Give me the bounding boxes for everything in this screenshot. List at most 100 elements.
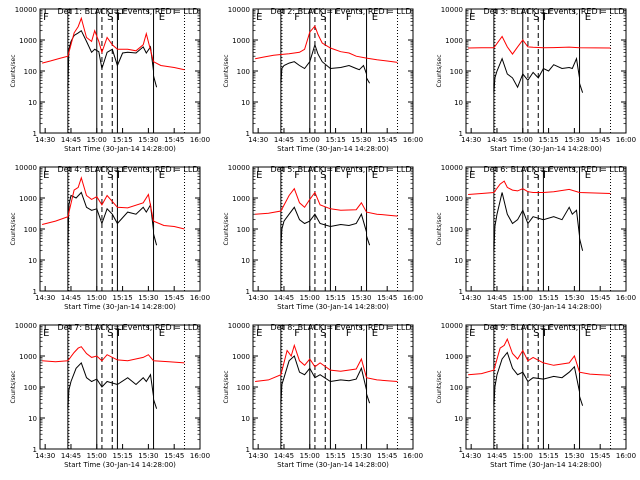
x-tick-label: 15:15	[112, 452, 132, 460]
series-line-events	[493, 192, 584, 251]
region-label: E	[372, 170, 378, 181]
y-tick-label: 10000	[441, 322, 463, 330]
detector-panel-2: E F S F E 1 10 100 1000 10000 14:30 14:45 15:00 15:15…	[223, 6, 423, 153]
x-tick-label: 14:30	[248, 294, 268, 302]
region-label: E	[159, 328, 165, 339]
plot-frame	[252, 8, 414, 134]
x-tick-label: 14:30	[248, 452, 268, 460]
y-tick-label: 10000	[228, 322, 250, 330]
x-tick-label: 16:00	[616, 294, 636, 302]
y-axis-label: Counts/sec	[436, 54, 443, 87]
x-tick-label: 14:30	[35, 452, 55, 460]
region-label: F	[346, 170, 352, 181]
region-label: S	[320, 12, 326, 23]
y-axis-label: Counts/sec	[436, 370, 443, 403]
x-tick-label: 15:30	[138, 136, 158, 144]
y-tick-label: 100	[450, 68, 463, 76]
y-tick-label: 1000	[232, 37, 250, 45]
region-label: E	[469, 328, 475, 339]
region-label: T	[114, 170, 122, 181]
region-label: F	[346, 328, 352, 339]
x-tick-label: 15:30	[564, 452, 584, 460]
y-tick-label: 10	[28, 415, 37, 423]
x-tick-label: 16:00	[616, 452, 636, 460]
x-tick-label: 15:00	[300, 136, 320, 144]
detector-panel-4: E S T E 1 10 100 1000 10000 14:30 14:45 15:00 15:15 1…	[10, 164, 210, 311]
y-tick-label: 1	[33, 446, 37, 454]
region-label: S	[107, 12, 113, 23]
x-tick-label: 14:30	[248, 136, 268, 144]
y-tick-label: 10	[454, 99, 463, 107]
x-tick-label: 15:30	[351, 294, 371, 302]
region-label: E	[372, 12, 378, 23]
region-label: E	[43, 170, 49, 181]
region-label: E	[159, 170, 165, 181]
plot-frame	[252, 324, 414, 450]
y-tick-label: 1000	[445, 353, 463, 361]
x-tick-label: 15:15	[112, 136, 132, 144]
x-tick-label: 15:00	[513, 294, 533, 302]
x-tick-label: 16:00	[190, 136, 210, 144]
x-tick-label: 14:45	[274, 294, 294, 302]
detector-panel-1: F S T E 1 10 100 1000 10000 14:30 14:45 15:00 15:15 1…	[10, 6, 210, 153]
y-tick-label: 100	[450, 226, 463, 234]
y-tick-label: 10	[241, 415, 250, 423]
y-tick-label: 10000	[441, 6, 463, 14]
y-tick-label: 1000	[19, 195, 37, 203]
series-line-lld	[255, 343, 398, 382]
x-tick-label: 15:00	[300, 294, 320, 302]
chart-title: Det 2: BLACK = Events, RED = LLD	[271, 7, 412, 16]
x-tick-label: 15:00	[87, 294, 107, 302]
region-label: S	[533, 328, 539, 339]
series-line-events	[67, 361, 158, 409]
plot-frame	[39, 8, 201, 134]
y-tick-label: 100	[450, 384, 463, 392]
region-label: E	[159, 12, 165, 23]
y-tick-label: 1	[33, 130, 37, 138]
x-tick-label: 15:15	[538, 452, 558, 460]
x-tick-label: 15:00	[300, 452, 320, 460]
region-label: E	[372, 328, 378, 339]
series-line-lld	[468, 35, 611, 55]
series-line-lld	[255, 25, 398, 63]
plot-frame	[465, 324, 627, 450]
y-tick-label: 1	[33, 288, 37, 296]
y-tick-label: 1000	[232, 353, 250, 361]
y-tick-label: 1	[459, 288, 463, 296]
y-tick-label: 100	[237, 384, 250, 392]
y-tick-label: 1000	[445, 37, 463, 45]
x-tick-label: 14:45	[487, 452, 507, 460]
detector-panel-8: E F S F E 1 10 100 1000 10000 14:30 14:45 15:00 15:15…	[223, 322, 423, 469]
chart-title: Det 5: BLACK = Events, RED = LLD	[271, 165, 412, 174]
series-line-events	[280, 206, 371, 246]
region-label: E	[585, 328, 591, 339]
plot-frame	[39, 324, 201, 450]
x-tick-label: 14:45	[274, 136, 294, 144]
series-line-lld	[468, 337, 611, 376]
y-tick-label: 10	[28, 99, 37, 107]
detector-panel-6: E S T E 1 10 100 1000 10000 14:30 14:45 15:00 15:15 1…	[436, 164, 636, 311]
y-tick-label: 1	[246, 446, 250, 454]
y-tick-label: 10	[241, 99, 250, 107]
x-tick-label: 15:45	[164, 136, 184, 144]
y-tick-label: 10	[454, 257, 463, 265]
y-tick-label: 10000	[228, 164, 250, 172]
x-tick-label: 15:15	[112, 294, 132, 302]
x-tick-label: 15:45	[164, 294, 184, 302]
series-line-events	[280, 355, 371, 404]
x-tick-label: 15:45	[377, 294, 397, 302]
x-tick-label: 15:30	[564, 294, 584, 302]
x-axis-label: Start Time (30-Jan-14 14:28:00)	[277, 303, 389, 311]
region-label: F	[294, 170, 300, 181]
chart-title: Det 3: BLACK = Events, RED = LLD	[484, 7, 625, 16]
x-tick-label: 16:00	[190, 294, 210, 302]
x-tick-label: 14:30	[461, 136, 481, 144]
y-tick-label: 1	[246, 130, 250, 138]
plot-frame	[252, 166, 414, 292]
region-label: S	[320, 170, 326, 181]
x-tick-label: 14:30	[35, 136, 55, 144]
x-tick-label: 15:15	[538, 294, 558, 302]
y-axis-label: Counts/sec	[436, 212, 443, 245]
x-tick-label: 14:45	[61, 452, 81, 460]
x-tick-label: 15:15	[325, 294, 345, 302]
